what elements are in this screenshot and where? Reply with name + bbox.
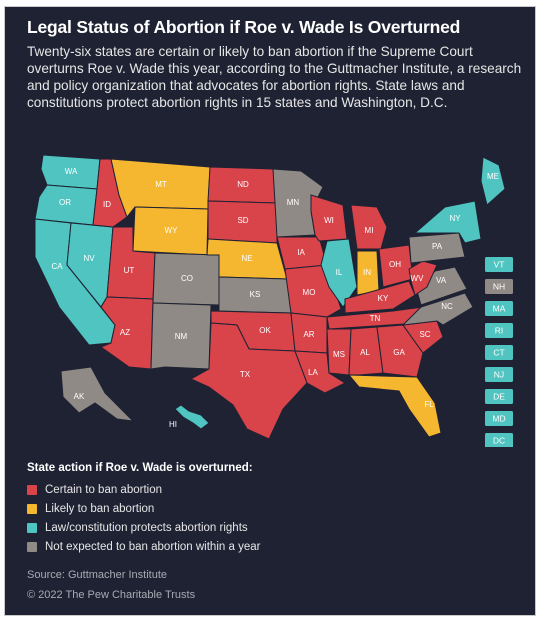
state-AK (60, 366, 135, 422)
state-label-TN: TN (370, 314, 381, 323)
state-label-KS: KS (250, 290, 261, 299)
state-label-IA: IA (297, 248, 305, 257)
state-NY (413, 200, 482, 244)
state-label-WA: WA (65, 167, 78, 176)
legend-label: Law/constitution protects abortion right… (45, 522, 248, 534)
state-label-AK: AK (74, 392, 85, 401)
small-state-box-RI (485, 323, 513, 338)
state-label-CA: CA (51, 262, 63, 271)
small-state-label-DC: DC (493, 435, 505, 445)
page-title: Legal Status of Abortion if Roe v. Wade … (27, 17, 461, 37)
state-label-PA: PA (432, 242, 443, 251)
state-AL (348, 326, 384, 376)
small-state-box-DE (485, 389, 513, 404)
page-subtitle: Twenty-six states are certain or likely … (27, 44, 522, 110)
state-label-ME: ME (487, 172, 499, 181)
state-label-MI: MI (365, 226, 374, 235)
state-label-OK: OK (259, 326, 271, 335)
state-label-OH: OH (389, 260, 401, 269)
state-LA (294, 350, 347, 394)
legend-item: Not expected to ban abortion within a ye… (27, 540, 260, 554)
state-MI (350, 204, 388, 250)
small-state-box-CT (485, 345, 513, 360)
state-WI (310, 194, 348, 242)
legend-swatch (27, 504, 37, 514)
legend-swatch (27, 485, 37, 495)
legend-swatch (27, 542, 37, 552)
state-label-IN: IN (363, 268, 371, 277)
legend-label: Certain to ban abortion (45, 484, 162, 496)
state-NM (150, 302, 212, 370)
state-label-AZ: AZ (120, 328, 130, 337)
us-map: WA OR CA NV ID MT WY UT AZ CO NM ND SD NE KS OK TX MN IA MO… (34, 154, 513, 447)
state-label-CO: CO (181, 274, 193, 283)
small-state-label-MA: MA (493, 303, 506, 313)
state-label-NM: NM (175, 332, 188, 341)
legend-item: Likely to ban abortion (27, 502, 154, 516)
small-states-column: VT NH MA RI CT NJ DE MD DC (485, 257, 513, 447)
small-state-box-NJ (485, 367, 513, 382)
state-label-AR: AR (303, 330, 314, 339)
state-label-UT: UT (124, 266, 135, 275)
state-label-WV: WV (411, 274, 425, 283)
state-label-GA: GA (393, 348, 405, 357)
state-label-WI: WI (324, 216, 334, 225)
state-label-OR: OR (59, 198, 71, 207)
small-state-box-VT (485, 257, 513, 272)
state-label-SC: SC (419, 330, 430, 339)
state-label-MO: MO (303, 288, 316, 297)
small-state-label-DE: DE (493, 391, 505, 401)
state-label-NY: NY (449, 214, 461, 223)
state-label-MN: MN (287, 198, 300, 207)
state-IL (320, 238, 358, 308)
small-state-label-RI: RI (495, 325, 504, 335)
state-GA (376, 324, 424, 378)
small-state-box-DC (485, 433, 513, 447)
state-label-SD: SD (237, 216, 248, 225)
legend-item: Certain to ban abortion (27, 483, 162, 497)
state-label-KY: KY (378, 294, 389, 303)
small-state-box-MA (485, 301, 513, 316)
state-ME (480, 156, 506, 206)
state-label-HI: HI (169, 420, 177, 429)
state-label-LA: LA (308, 368, 318, 377)
infographic-card: Legal Status of Abortion if Roe v. Wade … (4, 6, 536, 616)
state-TX (189, 322, 308, 440)
legend-title: State action if Roe v. Wade is overturne… (27, 462, 253, 474)
state-FL (347, 374, 442, 438)
small-state-box-MD (485, 411, 513, 426)
state-NC (401, 292, 474, 326)
state-label-AL: AL (360, 348, 370, 357)
copyright-note: © 2022 The Pew Charitable Trusts (27, 589, 196, 601)
small-state-box-NH (485, 279, 513, 294)
small-state-label-VT: VT (494, 259, 505, 269)
state-HI (174, 404, 210, 430)
state-label-ID: ID (103, 200, 111, 209)
state-label-NE: NE (241, 254, 252, 263)
source-note: Source: Guttmacher Institute (27, 569, 168, 581)
small-state-label-NJ: NJ (494, 369, 504, 379)
legend-label: Not expected to ban abortion within a ye… (45, 541, 261, 553)
state-label-IL: IL (336, 268, 343, 277)
small-state-label-NH: NH (493, 281, 505, 291)
state-label-ND: ND (237, 180, 249, 189)
state-label-MT: MT (155, 180, 167, 189)
legend-label: Likely to ban abortion (45, 503, 155, 515)
state-label-FL: FL (424, 400, 434, 409)
legend-swatch (27, 523, 37, 533)
legend-item: Law/constitution protects abortion right… (27, 521, 248, 535)
state-label-VA: VA (436, 276, 447, 285)
state-label-MS: MS (333, 350, 345, 359)
state-label-NV: NV (83, 254, 95, 263)
small-state-label-MD: MD (492, 413, 505, 423)
state-label-TX: TX (240, 370, 251, 379)
state-label-NC: NC (441, 302, 453, 311)
state-PA (408, 232, 466, 264)
small-state-label-CT: CT (493, 347, 504, 357)
state-label-WY: WY (165, 226, 179, 235)
